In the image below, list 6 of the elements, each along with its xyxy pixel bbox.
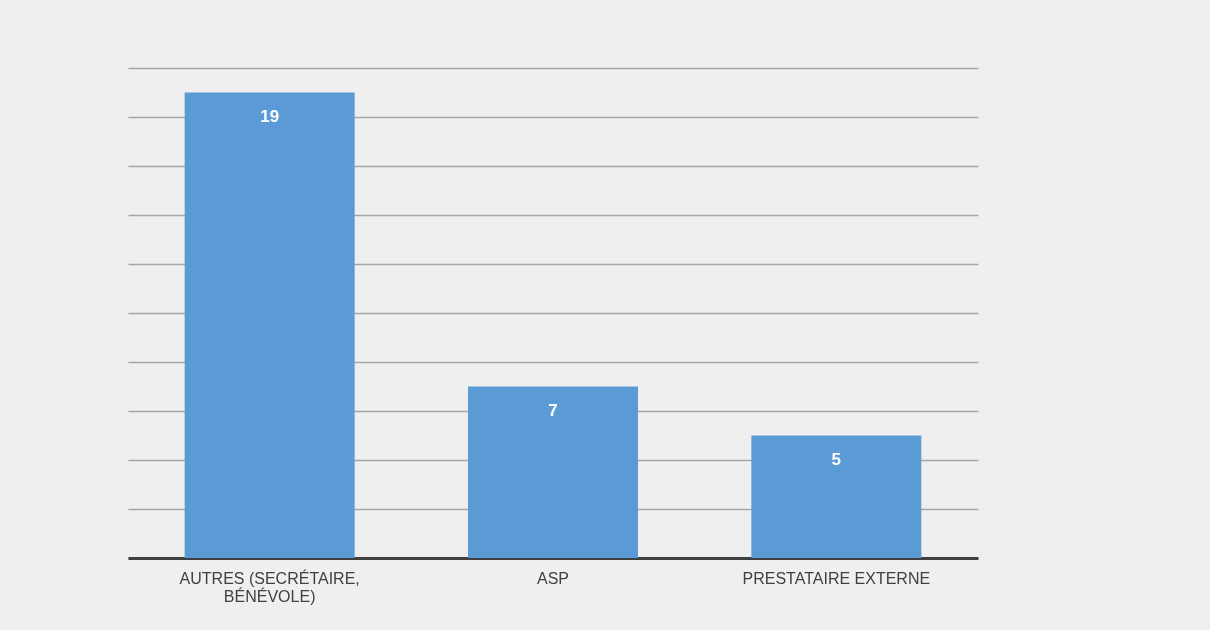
x-tick-label: ASP — [536, 569, 570, 587]
data-label: 19 — [260, 106, 280, 126]
x-tick-label: AUTRES (SECRÉTAIRE, BÉNÉVOLE) — [179, 568, 360, 605]
data-label: 7 — [548, 400, 558, 420]
x-tick-label: PRESTATAIRE EXTERNE — [742, 569, 931, 587]
data-label: 5 — [831, 449, 842, 469]
